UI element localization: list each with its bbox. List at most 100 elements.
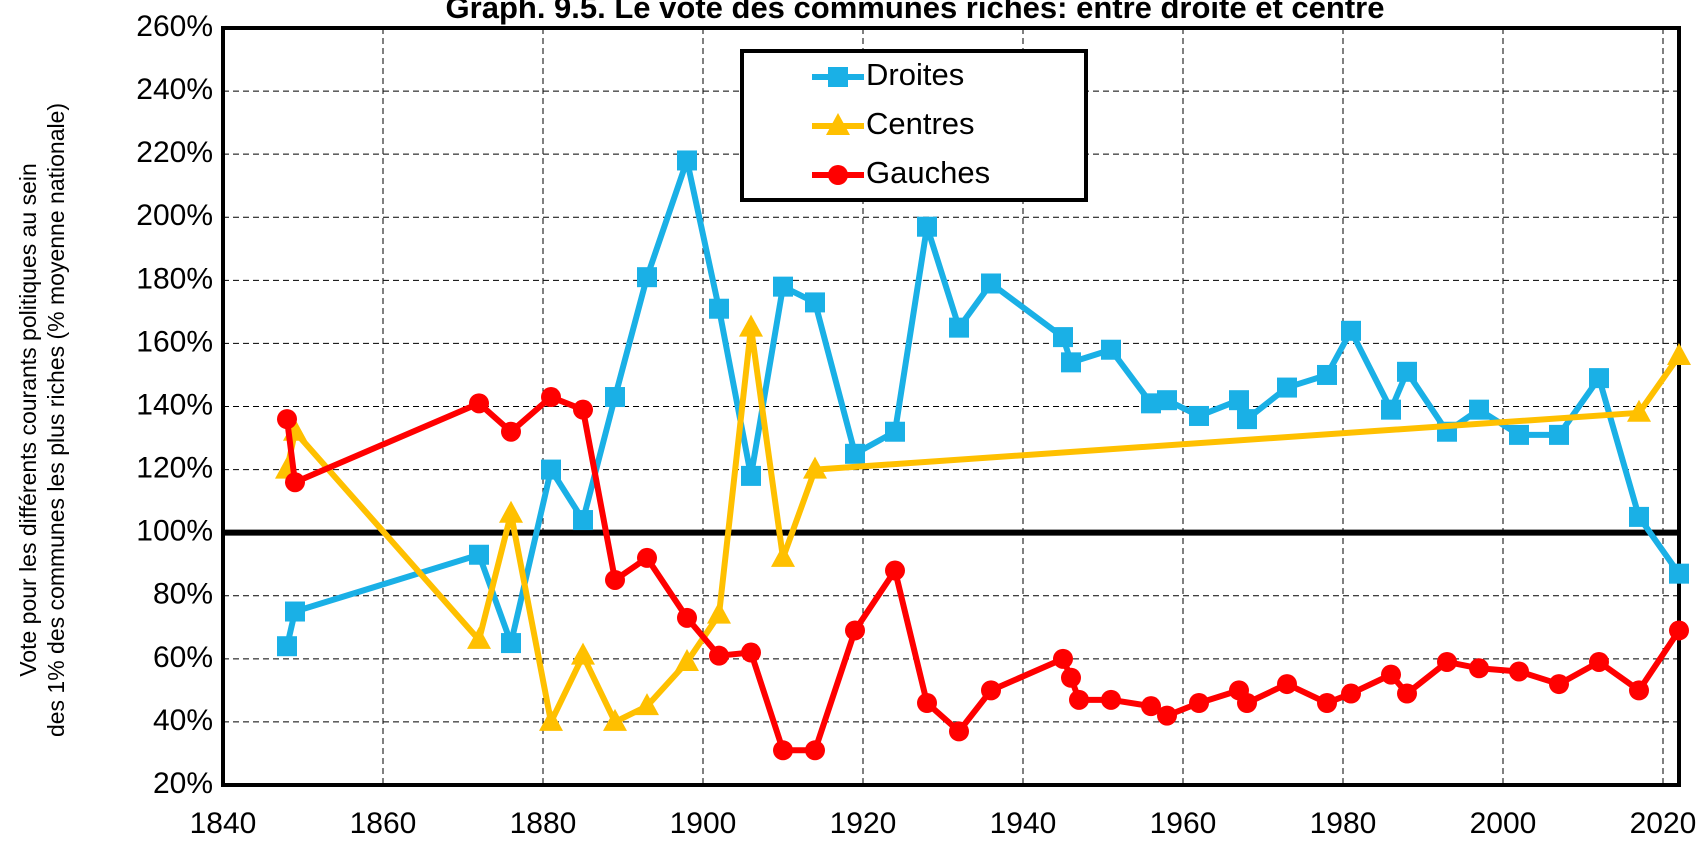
marker	[1437, 651, 1457, 672]
marker	[1589, 368, 1609, 389]
legend-marker	[828, 67, 848, 87]
series	[277, 387, 1689, 761]
y-tick-label: 40%	[153, 704, 213, 737]
marker	[845, 620, 865, 641]
series	[277, 150, 1689, 657]
marker	[805, 740, 825, 761]
marker	[709, 298, 729, 319]
series-line	[284, 324, 1682, 725]
marker	[285, 601, 305, 622]
marker	[1469, 658, 1489, 679]
x-tick-label: 2000	[1470, 807, 1537, 840]
y-tick-label: 260%	[136, 10, 213, 43]
marker	[885, 560, 905, 581]
marker	[1237, 692, 1257, 713]
marker	[637, 267, 657, 288]
marker	[1629, 506, 1649, 527]
x-tick-label: 1880	[510, 807, 577, 840]
series	[275, 314, 1691, 731]
marker	[467, 626, 491, 649]
marker	[571, 642, 595, 665]
marker	[635, 693, 659, 716]
marker	[917, 216, 937, 237]
marker	[805, 292, 825, 313]
marker	[1101, 339, 1121, 360]
marker	[773, 740, 793, 761]
marker	[1509, 661, 1529, 682]
marker	[541, 459, 561, 480]
x-tick-label: 2020	[1630, 807, 1697, 840]
marker	[1069, 689, 1089, 710]
plot-frame	[221, 26, 1681, 787]
marker	[603, 708, 627, 731]
y-tick-label: 120%	[136, 452, 213, 485]
marker	[1229, 390, 1249, 411]
marker	[1627, 399, 1651, 422]
marker	[605, 569, 625, 590]
marker	[739, 314, 763, 337]
marker	[981, 680, 1001, 701]
marker	[605, 387, 625, 408]
y-tick-label: 160%	[136, 325, 213, 358]
marker	[1381, 399, 1401, 420]
marker	[1669, 620, 1689, 641]
y-tick-label: 100%	[136, 515, 213, 548]
marker	[285, 472, 305, 493]
y-tick-label: 20%	[153, 767, 213, 800]
y-tick-label: 240%	[136, 73, 213, 106]
marker	[675, 648, 699, 671]
marker	[1667, 343, 1691, 366]
marker	[1157, 705, 1177, 726]
marker	[469, 393, 489, 414]
marker	[981, 273, 1001, 294]
y-tick-label: 60%	[153, 641, 213, 674]
marker	[1141, 393, 1161, 414]
marker	[885, 421, 905, 442]
marker	[1549, 674, 1569, 695]
y-axis-label: Vote pour les différents courants politi…	[15, 163, 41, 677]
marker	[1277, 674, 1297, 695]
x-tick-label: 1920	[830, 807, 897, 840]
x-tick-label: 1860	[350, 807, 417, 840]
x-tick-label: 1980	[1310, 807, 1377, 840]
y-tick-label: 220%	[136, 136, 213, 169]
marker	[1381, 664, 1401, 685]
marker	[1509, 424, 1529, 445]
marker	[1101, 689, 1121, 710]
marker	[1053, 648, 1073, 669]
legend-label: Droites	[866, 57, 964, 92]
chart-title: Graph. 9.5. Le vote des communes riches:…	[446, 0, 1385, 25]
x-tick-label: 1960	[1150, 807, 1217, 840]
marker	[1341, 320, 1361, 341]
marker	[917, 692, 937, 713]
marker	[1189, 692, 1209, 713]
marker	[677, 607, 697, 628]
marker	[1629, 680, 1649, 701]
marker	[1237, 409, 1257, 430]
marker	[949, 721, 969, 742]
marker	[277, 409, 297, 430]
marker	[845, 443, 865, 464]
marker	[277, 636, 297, 657]
marker	[709, 645, 729, 666]
marker	[1549, 424, 1569, 445]
legend-label: Centres	[866, 106, 975, 141]
marker	[1341, 683, 1361, 704]
marker	[573, 510, 593, 531]
marker	[741, 465, 761, 486]
marker	[771, 544, 795, 567]
marker	[501, 633, 521, 654]
legend-label: Gauches	[866, 155, 990, 190]
marker	[1189, 405, 1209, 426]
marker	[469, 544, 489, 565]
marker	[501, 421, 521, 442]
x-tick-label: 1900	[670, 807, 737, 840]
marker	[741, 642, 761, 663]
marker	[1469, 399, 1489, 420]
marker	[1053, 327, 1073, 348]
marker	[1141, 696, 1161, 717]
marker	[773, 276, 793, 297]
marker	[1317, 364, 1337, 385]
legend-marker	[828, 165, 848, 185]
